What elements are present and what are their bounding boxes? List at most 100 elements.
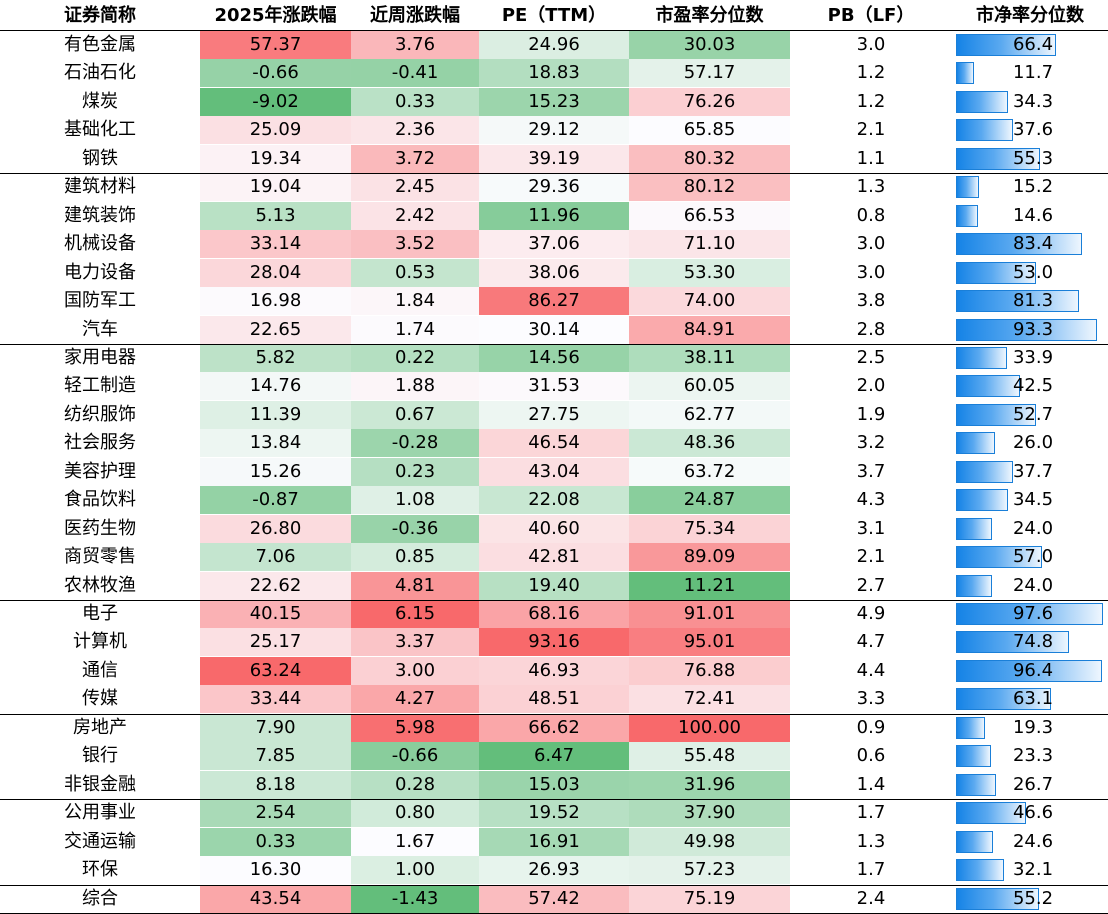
- header-ytd-change: 2025年涨跌幅: [214, 5, 337, 26]
- pb-percentile-bar: [956, 887, 1039, 910]
- pb-percentile-value: 83.4: [1012, 233, 1054, 255]
- pb-cell: 0.8: [856, 204, 886, 226]
- table-row: 计算机 25.17 3.37 93.16 95.01 4.7 74.8: [0, 628, 1108, 657]
- pe-percentile-cell: 37.90: [629, 799, 790, 828]
- pb-cell: 4.9: [856, 603, 886, 624]
- pb-percentile-bar: [956, 859, 1004, 882]
- pe-percentile-cell: 31.96: [629, 770, 790, 799]
- pb-percentile-value: 55.2: [1012, 887, 1054, 909]
- pb-cell: 1.7: [856, 802, 886, 824]
- week-change-cell: 3.72: [351, 144, 479, 173]
- pb-cell: 4.7: [856, 631, 886, 653]
- pb-percentile-value: 34.3: [1012, 90, 1054, 112]
- ytd-change-cell: 5.13: [200, 201, 351, 230]
- group-divider: [0, 344, 1108, 345]
- ytd-change-cell: 8.18: [200, 770, 351, 799]
- industry-name-cell: 农林牧渔: [64, 574, 136, 596]
- pb-percentile-value: 55.3: [1012, 147, 1054, 169]
- group-divider: [0, 799, 1108, 800]
- pe-cell: 48.51: [479, 685, 629, 714]
- industry-name-cell: 钢铁: [82, 147, 118, 169]
- header-rule: [0, 30, 1108, 31]
- table-row: 环保 16.30 1.00 26.93 57.23 1.7 32.1: [0, 856, 1108, 885]
- industry-name-cell: 医药生物: [64, 517, 136, 539]
- pb-percentile-bar: [956, 745, 991, 768]
- industry-name-cell: 环保: [82, 859, 118, 881]
- table-row: 农林牧渔 22.62 4.81 19.40 11.21 2.7 24.0: [0, 571, 1108, 600]
- ytd-change-cell: 57.37: [200, 31, 351, 59]
- industry-name-cell: 建筑材料: [64, 176, 136, 198]
- industry-name-cell: 综合: [82, 887, 118, 909]
- pb-cell: 2.1: [856, 546, 886, 568]
- ytd-change-cell: 28.04: [200, 258, 351, 287]
- pb-cell: 1.4: [856, 773, 886, 795]
- header-pe-percentile: 市盈率分位数: [655, 5, 764, 26]
- industry-name-cell: 美容护理: [64, 460, 136, 482]
- pe-percentile-cell: 53.30: [629, 258, 790, 287]
- pb-percentile-bar: [956, 517, 992, 540]
- week-change-cell: 5.98: [351, 713, 479, 742]
- table-row: 通信 63.24 3.00 46.93 76.88 4.4 96.4: [0, 656, 1108, 685]
- week-change-cell: 1.84: [351, 287, 479, 316]
- pb-percentile-value: 42.5: [1012, 375, 1054, 397]
- pb-percentile-bar: [956, 34, 1056, 56]
- week-change-cell: -0.41: [351, 59, 479, 88]
- industry-name-cell: 基础化工: [64, 119, 136, 141]
- pb-cell: 1.7: [856, 859, 886, 881]
- pe-percentile-cell: 91.01: [629, 600, 790, 628]
- ytd-change-cell: 2.54: [200, 799, 351, 828]
- pe-percentile-cell: 38.11: [629, 343, 790, 372]
- pb-cell: 2.1: [856, 119, 886, 141]
- pb-cell: 1.9: [856, 403, 886, 425]
- pb-percentile-value: 32.1: [1012, 859, 1054, 881]
- pb-percentile-bar: [956, 546, 1042, 569]
- pe-percentile-cell: 76.26: [629, 87, 790, 116]
- pe-percentile-cell: 76.88: [629, 656, 790, 685]
- table-row: 有色金属 57.37 3.76 24.96 30.03 3.0 66.4: [0, 31, 1108, 59]
- pb-percentile-value: 26.7: [1012, 773, 1054, 795]
- pb-percentile-bar: [956, 688, 1051, 711]
- pb-percentile-value: 57.0: [1012, 546, 1054, 568]
- ytd-change-cell: 15.26: [200, 457, 351, 486]
- pb-percentile-bar: [956, 460, 1013, 483]
- pb-percentile-bar: [956, 290, 1079, 313]
- table-row: 石油石化 -0.66 -0.41 18.83 57.17 1.2 11.7: [0, 59, 1108, 88]
- pb-percentile-bar: [956, 233, 1082, 256]
- pb-percentile-value: 11.7: [1012, 62, 1054, 84]
- pb-percentile-value: 24.6: [1012, 830, 1054, 852]
- ytd-change-cell: 14.76: [200, 372, 351, 401]
- pe-percentile-cell: 63.72: [629, 457, 790, 486]
- pb-percentile-value: 14.6: [1012, 204, 1054, 226]
- pb-cell: 3.1: [856, 517, 886, 539]
- table-row: 交通运输 0.33 1.67 16.91 49.98 1.3 24.6: [0, 827, 1108, 856]
- pe-percentile-cell: 72.41: [629, 685, 790, 714]
- industry-name-cell: 计算机: [73, 631, 127, 653]
- table-row: 电力设备 28.04 0.53 38.06 53.30 3.0 53.0: [0, 258, 1108, 287]
- pe-cell: 16.91: [479, 827, 629, 856]
- pe-cell: 19.40: [479, 571, 629, 600]
- pb-percentile-value: 33.9: [1012, 346, 1054, 368]
- week-change-cell: 3.37: [351, 628, 479, 657]
- pe-cell: 15.23: [479, 87, 629, 116]
- week-change-cell: 1.00: [351, 856, 479, 885]
- industry-name-cell: 纺织服饰: [64, 403, 136, 425]
- pb-cell: 3.8: [856, 290, 886, 312]
- pe-percentile-cell: 11.21: [629, 571, 790, 600]
- pe-cell: 37.06: [479, 230, 629, 259]
- pe-cell: 24.96: [479, 31, 629, 59]
- pe-cell: 14.56: [479, 343, 629, 372]
- pb-percentile-value: 15.2: [1012, 176, 1054, 198]
- pe-percentile-cell: 71.10: [629, 230, 790, 259]
- pb-percentile-value: 24.0: [1012, 517, 1054, 539]
- industry-name-cell: 商贸零售: [64, 546, 136, 568]
- week-change-cell: 0.67: [351, 400, 479, 429]
- pb-percentile-value: 53.0: [1012, 261, 1054, 283]
- ytd-change-cell: 7.90: [200, 713, 351, 742]
- pb-cell: 3.0: [856, 34, 886, 55]
- pe-cell: 39.19: [479, 144, 629, 173]
- header-pe: PE（TTM）: [501, 5, 607, 26]
- industry-name-cell: 家用电器: [64, 346, 136, 368]
- ytd-change-cell: 33.44: [200, 685, 351, 714]
- pb-percentile-value: 24.0: [1012, 574, 1054, 596]
